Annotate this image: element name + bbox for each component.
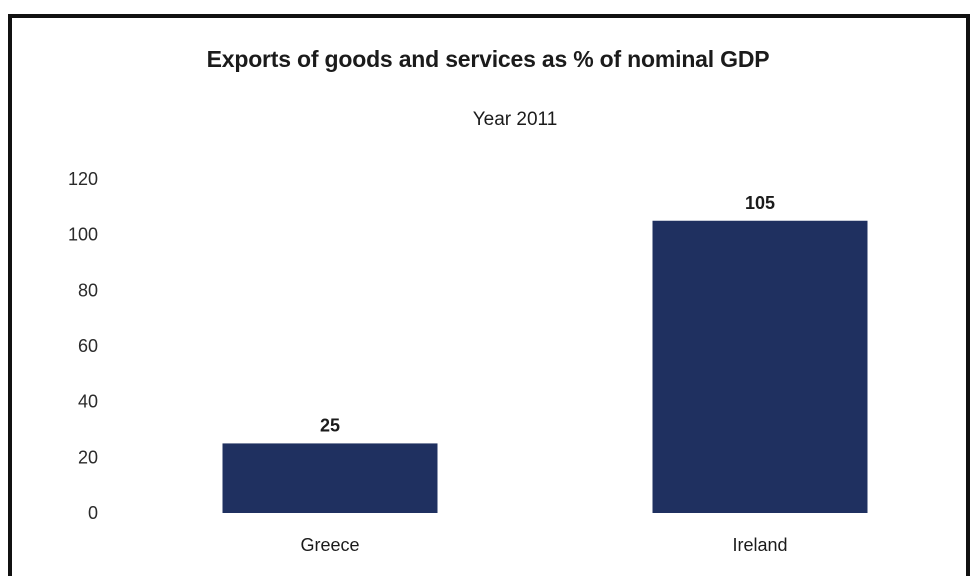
chart-subtitle: Year 2011 <box>472 109 558 130</box>
bar-greece <box>222 443 438 513</box>
y-tick-label: 60 <box>78 336 98 356</box>
bars: 25 105 <box>222 193 868 513</box>
y-tick-label: 20 <box>78 447 98 467</box>
y-tick-label: 100 <box>68 225 98 245</box>
chart-title: Exports of goods and services as % of no… <box>206 46 770 72</box>
x-category-label: Ireland <box>732 535 787 555</box>
bar-ireland <box>652 220 868 513</box>
x-category-label: Greece <box>300 535 359 555</box>
x-axis: Greece Ireland <box>300 535 787 555</box>
data-label: 105 <box>745 193 775 213</box>
y-axis: 0 20 40 60 80 100 120 <box>68 169 98 523</box>
y-tick-label: 80 <box>78 280 98 300</box>
y-tick-label: 40 <box>78 392 98 412</box>
data-label: 25 <box>320 415 340 435</box>
y-tick-label: 120 <box>68 169 98 189</box>
y-tick-label: 0 <box>88 503 98 523</box>
